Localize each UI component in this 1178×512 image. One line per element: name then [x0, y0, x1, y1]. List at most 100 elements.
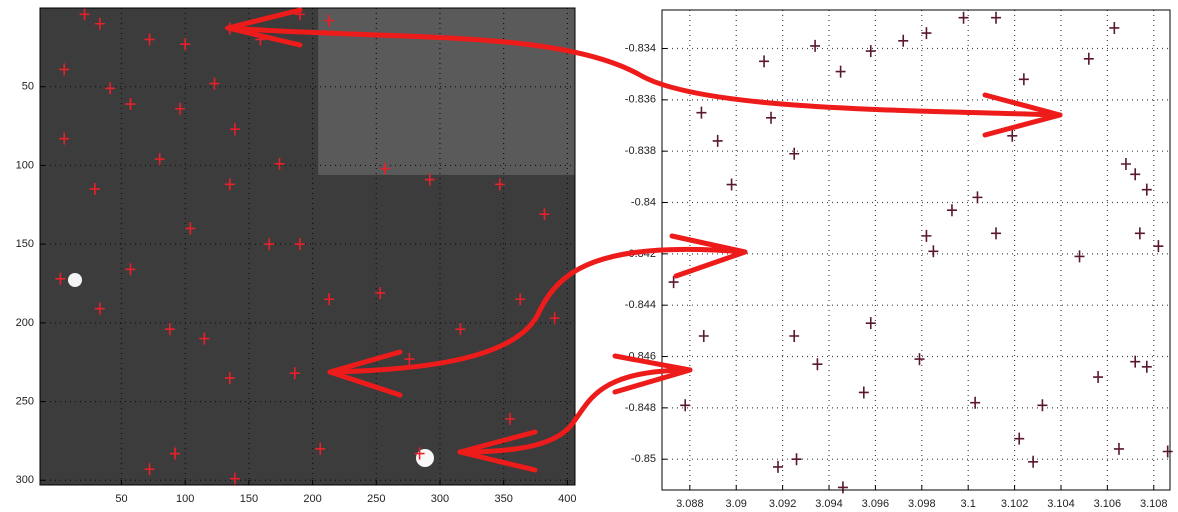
cross-marker [55, 272, 66, 285]
cross-marker [199, 332, 210, 345]
cross-marker [812, 358, 823, 371]
cross-marker [1141, 183, 1152, 196]
cross-marker [698, 329, 709, 342]
cross-marker [324, 293, 335, 306]
arrow-head [612, 353, 693, 395]
x-tick-label: 200 [303, 493, 321, 505]
cross-marker [375, 286, 386, 299]
cross-marker [1134, 227, 1145, 240]
cross-marker [185, 222, 196, 235]
cross-marker [315, 442, 326, 455]
cross-marker [898, 34, 909, 47]
cross-marker [404, 353, 415, 366]
cross-marker [175, 102, 186, 115]
x-tick-label: 3.102 [1001, 498, 1029, 510]
cross-marker [1109, 21, 1120, 34]
cross-marker [1014, 432, 1025, 445]
x-tick-label: 3.106 [1094, 498, 1122, 510]
cross-marker [991, 11, 1002, 24]
y-tick-label: 100 [16, 159, 34, 171]
cross-marker [1083, 52, 1094, 65]
cross-marker [810, 39, 821, 52]
x-tick-label: 350 [494, 493, 512, 505]
x-tick-label: 3.108 [1140, 498, 1168, 510]
cross-marker [264, 238, 275, 251]
cross-marker [539, 208, 550, 221]
x-tick-label: 3.096 [862, 498, 890, 510]
cross-marker [766, 111, 777, 124]
cross-marker [1162, 445, 1173, 458]
cross-marker [125, 263, 136, 276]
cross-marker [712, 134, 723, 147]
arrow [225, 25, 1063, 118]
x-tick-label: 3.088 [676, 498, 704, 510]
y-tick-label: -0.848 [625, 402, 656, 414]
cross-marker [1037, 399, 1048, 412]
arrow-head [982, 92, 1063, 138]
plot-frame [39, 7, 576, 486]
cross-marker [59, 63, 70, 76]
cross-marker [89, 183, 100, 196]
y-tick-label: 250 [16, 395, 34, 407]
cross-marker [144, 33, 155, 46]
x-tick-label: 150 [240, 493, 258, 505]
x-tick-label: 50 [115, 493, 127, 505]
cross-marker [858, 386, 869, 399]
cross-marker [455, 323, 466, 336]
bright-star [68, 273, 82, 287]
cross-marker [1113, 442, 1124, 455]
cross-marker [1130, 355, 1141, 368]
cross-marker [928, 245, 939, 258]
cross-marker [180, 38, 191, 51]
arrow-head [669, 233, 748, 279]
y-tick-label: -0.838 [625, 145, 656, 157]
cross-marker [668, 276, 679, 289]
arrow-head [327, 349, 403, 398]
cross-marker [865, 45, 876, 58]
cross-marker [772, 460, 783, 473]
y-tick-label: 200 [16, 317, 34, 329]
arrow [457, 367, 693, 455]
cross-marker [170, 447, 181, 460]
cross-marker [1028, 455, 1039, 468]
cross-marker [696, 106, 707, 119]
plot-background [662, 10, 1170, 490]
x-tick-label: 100 [176, 493, 194, 505]
cross-marker [549, 312, 560, 325]
cross-marker [789, 329, 800, 342]
cross-marker [294, 238, 305, 251]
cross-marker [972, 191, 983, 204]
y-tick-label: -0.834 [625, 42, 656, 54]
cross-marker [759, 55, 770, 68]
cross-marker [209, 77, 220, 90]
cross-marker [59, 132, 70, 145]
cross-marker [94, 17, 105, 30]
arrow [327, 246, 748, 375]
x-tick-label: 3.1 [961, 498, 976, 510]
x-tick-label: 3.092 [769, 498, 797, 510]
cross-marker [274, 157, 285, 170]
cross-marker [164, 323, 175, 336]
cross-marker [921, 229, 932, 242]
cross-marker [380, 162, 391, 175]
cross-marker [424, 173, 435, 186]
cross-marker [970, 396, 981, 409]
y-tick-label: -0.836 [625, 94, 656, 106]
cross-marker [958, 11, 969, 24]
plots: 50 100 150 200 250 300 350 400 50 100 150 200 250 300… [16, 7, 1173, 510]
cross-marker [1141, 360, 1152, 373]
cross-marker [505, 412, 516, 425]
x-tick-label: 3.104 [1047, 498, 1075, 510]
cross-marker [837, 481, 848, 494]
cross-marker [79, 8, 90, 21]
cross-marker [835, 65, 846, 78]
cross-marker [921, 27, 932, 40]
cross-marker [94, 302, 105, 315]
y-tick-label: -0.844 [625, 299, 656, 311]
cross-marker [324, 14, 335, 27]
y-tick-label: 150 [16, 238, 34, 250]
cross-marker [224, 371, 235, 384]
cross-marker [154, 153, 165, 166]
cross-marker [1018, 73, 1029, 86]
y-tick-label: 300 [16, 474, 34, 486]
